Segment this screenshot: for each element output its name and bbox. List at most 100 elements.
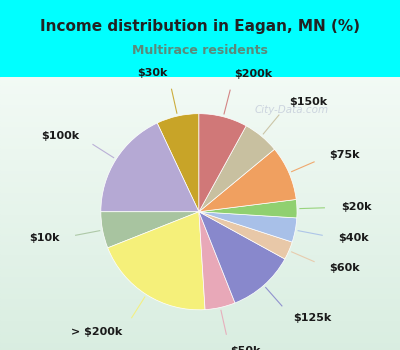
Bar [0, 104, 400, 107]
Bar [0, 189, 400, 192]
Text: $200k: $200k [234, 69, 272, 79]
Bar [0, 140, 400, 142]
Wedge shape [199, 212, 235, 310]
Wedge shape [199, 114, 246, 212]
Bar [0, 235, 400, 238]
Bar [0, 293, 400, 295]
Bar [0, 268, 400, 271]
Text: $10k: $10k [29, 233, 59, 243]
Text: $75k: $75k [330, 150, 360, 160]
Bar [0, 80, 400, 83]
Bar [0, 244, 400, 246]
Bar [0, 252, 400, 254]
Bar [0, 148, 400, 151]
Bar [0, 153, 400, 156]
Wedge shape [199, 212, 292, 259]
Bar [0, 112, 400, 115]
Bar [0, 295, 400, 298]
Bar [0, 93, 400, 96]
Bar [0, 298, 400, 301]
Wedge shape [199, 212, 285, 303]
Wedge shape [108, 212, 205, 310]
Bar [0, 320, 400, 323]
Bar [0, 312, 400, 315]
Bar [0, 279, 400, 282]
Bar [0, 137, 400, 140]
Text: $60k: $60k [330, 263, 360, 273]
Bar [0, 208, 400, 211]
Bar [0, 129, 400, 132]
Bar [0, 132, 400, 134]
Bar [0, 162, 400, 164]
Bar [0, 216, 400, 219]
Bar [0, 282, 400, 285]
Bar [0, 285, 400, 287]
Bar [0, 257, 400, 260]
Text: City-Data.com: City-Data.com [255, 105, 329, 115]
Bar [0, 102, 400, 104]
Text: Multirace residents: Multirace residents [132, 44, 268, 57]
Bar [0, 83, 400, 85]
Bar [0, 222, 400, 224]
Text: $125k: $125k [293, 313, 331, 323]
Bar [0, 85, 400, 88]
Bar [0, 205, 400, 208]
Text: > $200k: > $200k [72, 327, 123, 337]
Bar [0, 156, 400, 159]
Text: $40k: $40k [338, 233, 369, 243]
Bar [0, 334, 400, 336]
Bar [0, 301, 400, 303]
Bar [0, 287, 400, 290]
Bar [0, 194, 400, 197]
Bar [0, 170, 400, 173]
Bar [0, 241, 400, 244]
Bar [0, 178, 400, 181]
Bar [0, 99, 400, 101]
Bar [0, 219, 400, 222]
Bar [0, 211, 400, 214]
Bar [0, 274, 400, 276]
Bar [0, 107, 400, 110]
Bar [0, 200, 400, 203]
Bar [0, 175, 400, 178]
Bar [0, 342, 400, 344]
Bar [0, 115, 400, 118]
Bar [0, 121, 400, 124]
Bar [0, 260, 400, 262]
Bar [0, 173, 400, 175]
Bar [0, 227, 400, 230]
Bar [0, 246, 400, 249]
Bar [0, 124, 400, 126]
Bar [0, 126, 400, 129]
Text: Income distribution in Eagan, MN (%): Income distribution in Eagan, MN (%) [40, 19, 360, 34]
Bar [0, 336, 400, 339]
Bar [0, 344, 400, 347]
Bar [0, 331, 400, 334]
Bar [0, 254, 400, 257]
Bar [0, 145, 400, 148]
Bar [0, 192, 400, 194]
Bar [0, 262, 400, 265]
Bar [0, 315, 400, 317]
Bar [0, 77, 400, 80]
Bar [0, 197, 400, 200]
Bar [0, 271, 400, 274]
Bar [0, 306, 400, 309]
Bar [0, 233, 400, 235]
Wedge shape [101, 212, 199, 248]
Bar [0, 96, 400, 99]
Text: $50k: $50k [230, 345, 260, 350]
Wedge shape [199, 149, 296, 212]
Bar [0, 323, 400, 326]
Wedge shape [199, 199, 297, 218]
Bar [0, 224, 400, 227]
Wedge shape [199, 126, 274, 212]
Bar [0, 230, 400, 233]
Bar [0, 238, 400, 241]
Bar [0, 290, 400, 293]
Bar [0, 328, 400, 331]
Bar [0, 167, 400, 170]
Text: $30k: $30k [138, 68, 168, 78]
Bar [0, 339, 400, 342]
Bar [0, 164, 400, 167]
